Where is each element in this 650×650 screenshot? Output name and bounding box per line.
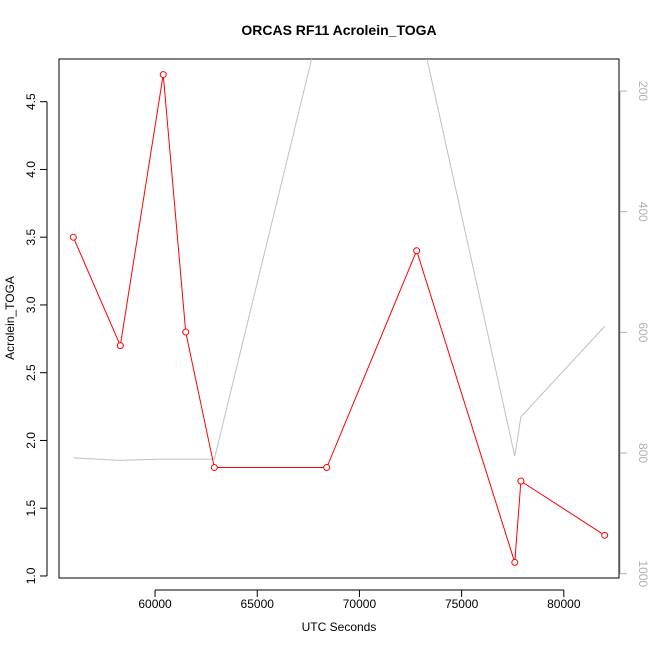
right-y-axis: 200 400 600 800 1000 [619, 81, 650, 587]
y-tick-label: 1.0 [24, 567, 38, 584]
data-point [159, 71, 167, 79]
y-tick-label: 1.5 [24, 500, 38, 517]
y-tick-label: 3.0 [24, 296, 38, 313]
y-axis: 1.0 1.5 2.0 2.5 3.0 3.5 4.0 4.5 [24, 93, 48, 584]
x-tick-label: 75000 [445, 597, 479, 611]
y-tick-label: 3.5 [24, 229, 38, 246]
y-tick-label: 2.0 [24, 432, 38, 449]
y-tick-label: 4.5 [24, 93, 38, 110]
data-point [413, 247, 421, 255]
data-point [116, 342, 124, 350]
x-axis: 60000 65000 70000 75000 80000 [138, 589, 581, 611]
chart-title: ORCAS RF11 Acrolein_TOGA [241, 22, 436, 38]
x-tick-label: 70000 [343, 597, 377, 611]
x-axis-label: UTC Seconds [302, 620, 377, 634]
series-layer [69, 59, 609, 566]
data-point [210, 464, 218, 472]
data-point [511, 558, 519, 566]
x-tick-label: 60000 [138, 597, 172, 611]
data-point [182, 328, 190, 336]
grey-series-line [73, 59, 606, 461]
right-y-tick-label: 400 [636, 202, 650, 222]
data-point [601, 531, 609, 539]
y-tick-label: 2.5 [24, 364, 38, 381]
plot-area [58, 58, 620, 579]
x-tick-label: 80000 [547, 597, 581, 611]
data-point [69, 233, 77, 241]
x-tick-label: 65000 [241, 597, 275, 611]
y-axis-label: Acrolein_TOGA [3, 276, 17, 360]
red-series-line [72, 74, 605, 563]
y-tick-label: 4.0 [24, 161, 38, 178]
right-y-tick-label: 800 [636, 443, 650, 463]
right-y-tick-label: 200 [636, 81, 650, 101]
data-point [517, 477, 525, 485]
right-y-tick-label: 600 [636, 322, 650, 342]
right-y-tick-label: 1000 [636, 560, 650, 587]
data-point [323, 464, 331, 472]
